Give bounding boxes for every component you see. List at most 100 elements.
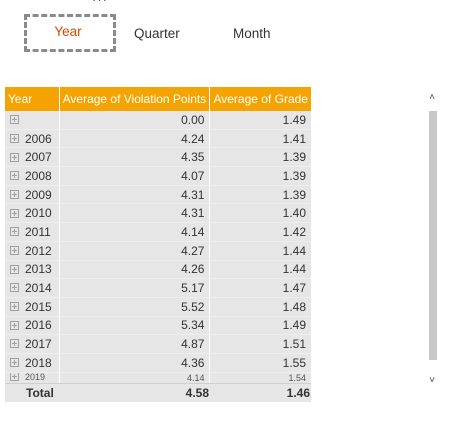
cell-violation-points: 4.07 — [59, 166, 211, 186]
year-label: 2016 — [25, 318, 52, 333]
cell-year: 2007 — [5, 147, 60, 168]
table-row: 2019 4.14 1.54 — [5, 372, 311, 384]
year-label: 2010 — [25, 206, 52, 221]
table-row: 2015 5.52 1.48 — [5, 297, 311, 317]
cell-year: 2009 — [5, 185, 60, 205]
cell-year: 2013 — [5, 260, 60, 280]
expand-plus-icon[interactable] — [10, 152, 19, 162]
cell-year: 2011 — [5, 222, 60, 242]
header-year[interactable]: Year — [5, 87, 60, 111]
year-label: 2014 — [25, 281, 52, 296]
total-grade: 1.46 — [286, 386, 310, 400]
cell-year: 2019 — [5, 372, 60, 384]
year-label: 2009 — [25, 187, 52, 202]
table-row: 2008 4.07 1.39 — [5, 166, 311, 186]
expand-plus-icon[interactable] — [10, 227, 19, 237]
year-label: 2013 — [25, 262, 52, 277]
year-label: 2019 — [25, 372, 46, 383]
year-label: 2017 — [25, 337, 52, 352]
header-violation-points[interactable]: Average of Violation Points — [59, 87, 211, 111]
table-row: 2011 4.14 1.42 — [5, 222, 311, 242]
cell-violation-points: 4.14 — [59, 222, 211, 242]
cell-year: 2010 — [5, 203, 60, 224]
cell-year: 2012 — [5, 241, 60, 261]
expand-plus-icon[interactable] — [10, 320, 19, 330]
expand-plus-icon[interactable] — [10, 358, 19, 368]
total-label: Total — [26, 386, 54, 400]
cell-grade: 1.44 — [209, 260, 311, 280]
expand-plus-icon[interactable] — [10, 283, 19, 293]
table-row: 2012 4.27 1.44 — [5, 241, 311, 261]
cell-grade: 1.48 — [209, 297, 311, 317]
cell-grade: 1.51 — [209, 334, 311, 354]
cell-violation-points: 4.24 — [59, 129, 211, 149]
cell-grade: 1.39 — [209, 166, 311, 186]
expand-plus-icon[interactable] — [10, 115, 19, 125]
table-row: 2016 5.34 1.49 — [5, 316, 311, 336]
cell-grade: 1.49 — [209, 316, 311, 336]
tab-month[interactable]: Month — [233, 26, 271, 41]
table-header-row: Year Average of Violation Points Average… — [5, 87, 311, 111]
header-grade[interactable]: Average of Grade — [209, 87, 311, 111]
table-row: 0.00 1.49 — [5, 111, 311, 130]
year-label: 2011 — [25, 224, 51, 239]
cell-grade: 1.55 — [209, 353, 311, 373]
table-row: 2013 4.26 1.44 — [5, 260, 311, 280]
cell-grade: 1.47 — [209, 278, 311, 298]
cell-violation-points: 0.00 — [59, 111, 211, 130]
total-row: Total 4.58 1.46 — [5, 383, 311, 402]
cell-year: 2008 — [5, 166, 60, 186]
expand-plus-icon[interactable] — [10, 171, 19, 181]
cell-year: 2016 — [5, 316, 60, 336]
expand-plus-icon[interactable] — [10, 302, 19, 312]
scrollbar-thumb[interactable] — [429, 111, 437, 360]
expand-plus-icon[interactable] — [10, 339, 19, 349]
cell-violation-points: 4.35 — [59, 147, 211, 168]
cell-violation-points: 4.26 — [59, 260, 211, 280]
year-label: 2018 — [25, 355, 52, 370]
table-row: 2017 4.87 1.51 — [5, 334, 311, 354]
cell-violation-points: 4.27 — [59, 241, 211, 261]
cell-grade: 1.54 — [209, 372, 311, 384]
cell-violation-points: 5.34 — [59, 316, 211, 336]
cell-year — [5, 111, 60, 130]
more-options-icon[interactable]: ··· — [88, 0, 112, 6]
total-violation-points: 4.58 — [185, 386, 209, 400]
cell-grade: 1.41 — [209, 129, 311, 149]
year-label: 2007 — [25, 150, 52, 165]
table-row: 2010 4.31 1.40 — [5, 203, 311, 224]
cell-grade: 1.40 — [209, 203, 311, 224]
year-label: 2006 — [25, 131, 52, 146]
expand-plus-icon[interactable] — [10, 189, 19, 199]
year-label: 2015 — [25, 299, 52, 314]
tab-quarter[interactable]: Quarter — [134, 26, 180, 41]
year-label: 2008 — [25, 168, 52, 183]
expand-plus-icon[interactable] — [10, 208, 19, 218]
year-label: 2012 — [25, 243, 52, 258]
expand-plus-icon[interactable] — [10, 372, 19, 382]
cell-violation-points: 4.31 — [59, 203, 211, 224]
cell-grade: 1.42 — [209, 222, 311, 242]
cell-violation-points: 4.87 — [59, 334, 211, 354]
cell-grade: 1.39 — [209, 147, 311, 168]
cell-year: 2014 — [5, 278, 60, 298]
cell-violation-points: 5.17 — [59, 278, 211, 298]
matrix-table: Year Average of Violation Points Average… — [5, 87, 311, 402]
tab-year[interactable]: Year — [54, 24, 82, 39]
table-row: 2009 4.31 1.39 — [5, 185, 311, 205]
cell-year: 2015 — [5, 297, 60, 317]
cell-violation-points: 4.31 — [59, 185, 211, 205]
table-row: 2018 4.36 1.55 — [5, 353, 311, 373]
cell-violation-points: 5.52 — [59, 297, 211, 317]
cell-grade: 1.44 — [209, 241, 311, 261]
scroll-up-icon[interactable]: ˄ — [429, 92, 435, 103]
scroll-down-icon[interactable]: ˅ — [429, 375, 435, 386]
cell-grade: 1.49 — [209, 111, 311, 130]
cell-grade: 1.39 — [209, 185, 311, 205]
table-row: 2007 4.35 1.39 — [5, 147, 311, 168]
expand-plus-icon[interactable] — [10, 133, 19, 143]
cell-year: 2018 — [5, 353, 60, 373]
expand-plus-icon[interactable] — [10, 264, 19, 274]
cell-year: 2017 — [5, 334, 60, 354]
expand-plus-icon[interactable] — [10, 245, 19, 255]
